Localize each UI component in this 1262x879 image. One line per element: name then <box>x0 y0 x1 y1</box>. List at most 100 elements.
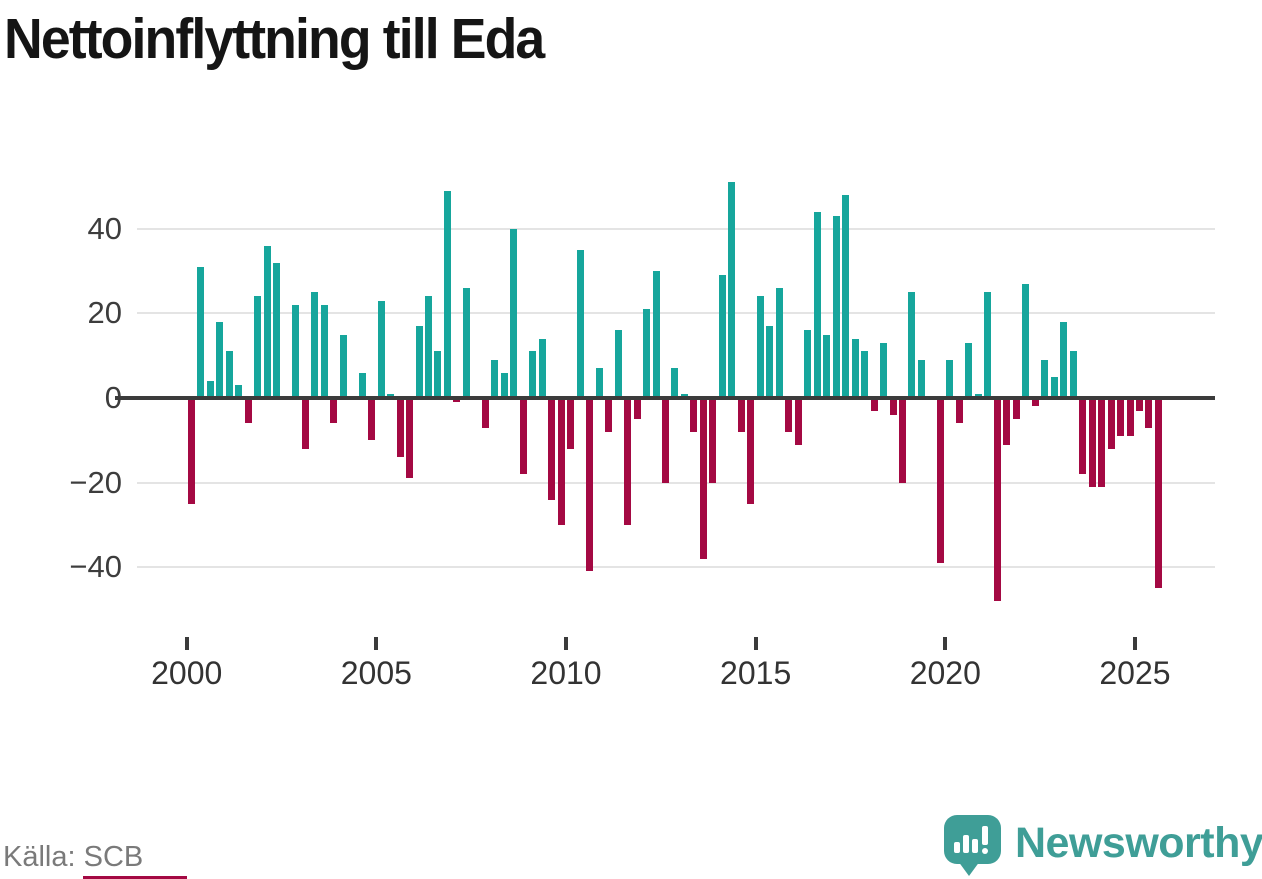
bar <box>254 296 262 398</box>
bar <box>529 351 537 398</box>
bar <box>899 398 906 483</box>
x-axis-label: 2010 <box>530 655 602 691</box>
bar <box>216 321 224 398</box>
bar <box>358 372 366 398</box>
bar <box>273 262 281 398</box>
bar <box>936 398 944 563</box>
x-axis-tick <box>753 637 758 650</box>
bar <box>794 398 802 445</box>
bar <box>1136 398 1143 411</box>
x-axis-label: 2020 <box>909 655 981 691</box>
bar <box>718 275 726 398</box>
x-axis-label: 2015 <box>720 655 792 691</box>
bar <box>993 398 1001 602</box>
bar <box>605 398 613 432</box>
zero-axis-line <box>115 396 1215 400</box>
bar <box>643 309 651 398</box>
bar <box>984 292 992 398</box>
bar <box>842 194 850 398</box>
bar <box>680 393 688 398</box>
y-axis-label: 40 <box>87 210 122 246</box>
bar <box>1050 376 1058 398</box>
bar <box>244 398 252 424</box>
bar <box>652 271 660 398</box>
bar <box>443 190 451 398</box>
bar <box>861 351 869 398</box>
bar <box>728 182 736 398</box>
bar <box>747 398 755 504</box>
gridline-y-40 <box>137 566 1215 569</box>
bar <box>870 398 878 411</box>
x-axis-tick <box>943 637 948 650</box>
bar <box>500 372 508 398</box>
bar <box>756 296 764 398</box>
bar <box>481 398 489 428</box>
bar <box>387 393 395 398</box>
bar <box>1098 398 1106 487</box>
bar <box>567 398 575 449</box>
bar <box>813 211 821 398</box>
brand-name: Newsworthy <box>1015 819 1262 867</box>
bar <box>614 330 622 398</box>
x-axis-label: 2000 <box>151 655 223 691</box>
y-axis-label: 20 <box>87 295 122 331</box>
bar <box>453 398 461 403</box>
bar <box>434 351 442 398</box>
gridline-y20 <box>137 312 1215 315</box>
bar <box>225 351 233 398</box>
bar <box>538 338 546 398</box>
newsworthy-bubble-chart-icon <box>944 815 1001 876</box>
bar <box>206 381 214 398</box>
bar <box>1060 321 1068 398</box>
bar <box>188 398 195 504</box>
bar <box>974 393 982 398</box>
bar <box>1012 398 1020 420</box>
x-axis-label: 2025 <box>1099 655 1171 691</box>
bar <box>1126 398 1134 437</box>
bar <box>1117 398 1125 437</box>
bar <box>917 359 925 398</box>
source-note: Källa: SCB <box>3 841 144 873</box>
gridline-y-20 <box>137 481 1215 484</box>
bar <box>775 288 783 398</box>
bar <box>804 330 812 398</box>
bar <box>624 398 632 525</box>
bar <box>330 398 338 424</box>
bar <box>548 398 556 500</box>
bar <box>823 334 831 398</box>
bar <box>595 368 603 398</box>
bar <box>690 398 698 432</box>
bar <box>889 398 897 415</box>
bar <box>766 326 774 398</box>
bar <box>1041 359 1049 398</box>
bar <box>851 338 859 398</box>
bar <box>908 292 916 398</box>
bar <box>462 288 470 398</box>
bar <box>1022 283 1030 398</box>
x-axis-tick <box>374 637 379 650</box>
bar <box>671 368 679 398</box>
bar <box>197 266 205 398</box>
bottom-accent-bar <box>83 876 187 879</box>
bar <box>737 398 745 432</box>
bar <box>785 398 793 432</box>
gridline-y40 <box>137 227 1215 230</box>
bar <box>263 245 271 398</box>
bar <box>425 296 432 398</box>
x-axis-label: 2005 <box>340 655 412 691</box>
bar <box>1031 398 1039 407</box>
bar <box>576 249 584 398</box>
bar <box>368 398 376 441</box>
bar <box>1154 398 1162 589</box>
bar <box>699 398 707 559</box>
y-axis-label: −40 <box>69 549 122 585</box>
bar <box>880 343 888 398</box>
brand-logo: Newsworthy <box>944 815 1262 876</box>
bar <box>1088 398 1096 487</box>
bar <box>292 304 300 398</box>
bar <box>955 398 963 424</box>
bar <box>557 398 565 525</box>
bar <box>320 304 328 398</box>
bar <box>965 343 973 398</box>
x-axis-tick <box>184 637 189 650</box>
